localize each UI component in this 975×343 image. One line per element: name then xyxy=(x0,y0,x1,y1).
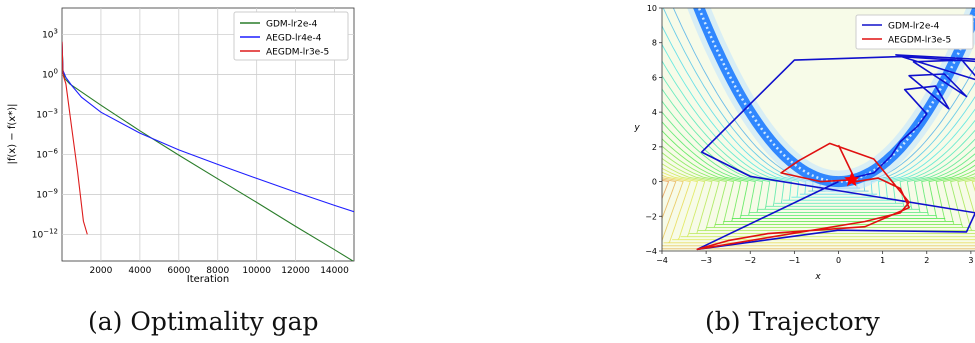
y-tick-label: 103 xyxy=(42,28,58,41)
legend-label: AEGD-lr4e-4 xyxy=(266,34,322,44)
y-tick-label: 10−3 xyxy=(36,108,58,121)
y-tick-label: 2 xyxy=(652,143,657,152)
x-tick-label: −3 xyxy=(700,256,712,265)
y-tick-label: 10−12 xyxy=(32,227,58,240)
y-axis-label: |f(x) − f(x*)| xyxy=(7,104,18,165)
y-tick-label: 6 xyxy=(652,73,657,82)
legend: GDM-lr2e-4 AEGD-lr4e-4 AEGDM-lr3e-5 xyxy=(234,12,348,60)
x-axis-label: Iteration xyxy=(187,274,229,285)
caption-a: (a) Optimality gap xyxy=(88,307,319,336)
legend-label: GDM-lr2e-4 xyxy=(266,20,318,30)
y-tick-label: 10−9 xyxy=(36,187,58,200)
x-tick-label: −2 xyxy=(744,256,756,265)
y-tick-label: 8 xyxy=(652,39,657,48)
y-tick-label: 4 xyxy=(652,108,657,117)
trajectory-chart: −4 −3 −2 −1 0 1 2 3 −4 −2 0 2 4 6 8 10 x y GDM-lr2e-4 AE… xyxy=(454,0,975,282)
optimality-gap-chart: 2000 4000 6000 8000 10000 12000 1400010310010−… xyxy=(7,8,354,285)
y-tick-label: −2 xyxy=(645,212,657,221)
legend-label: GDM-lr2e-4 xyxy=(888,22,940,32)
x-tick-label: 12000 xyxy=(281,266,310,276)
legend: GDM-lr2e-4 AEGDM-lr3e-5 xyxy=(856,15,973,49)
legend-label: AEGDM-lr3e-5 xyxy=(266,48,329,58)
x-tick-label: 1 xyxy=(880,256,885,265)
y-axis-label: y xyxy=(633,123,640,133)
x-tick-label: −1 xyxy=(788,256,800,265)
legend-label: AEGDM-lr3e-5 xyxy=(888,36,951,46)
x-tick-label: −4 xyxy=(656,256,668,265)
y-tick-label: 0 xyxy=(652,178,657,187)
x-tick-label: 2000 xyxy=(89,266,112,276)
x-tick-label: 3 xyxy=(968,256,973,265)
y-tick-label: 100 xyxy=(42,68,58,81)
y-tick-label: −4 xyxy=(645,247,657,256)
x-tick-label: 10000 xyxy=(242,266,271,276)
x-tick-label: 14000 xyxy=(320,266,349,276)
y-tick-label: 10−6 xyxy=(36,147,58,160)
caption-b: (b) Trajectory xyxy=(705,307,881,336)
x-axis-label: x xyxy=(814,272,821,282)
x-tick-label: 0 xyxy=(836,256,841,265)
x-tick-label: 4000 xyxy=(128,266,151,276)
x-tick-label: 2 xyxy=(924,256,929,265)
y-tick-label: 10 xyxy=(647,4,657,13)
